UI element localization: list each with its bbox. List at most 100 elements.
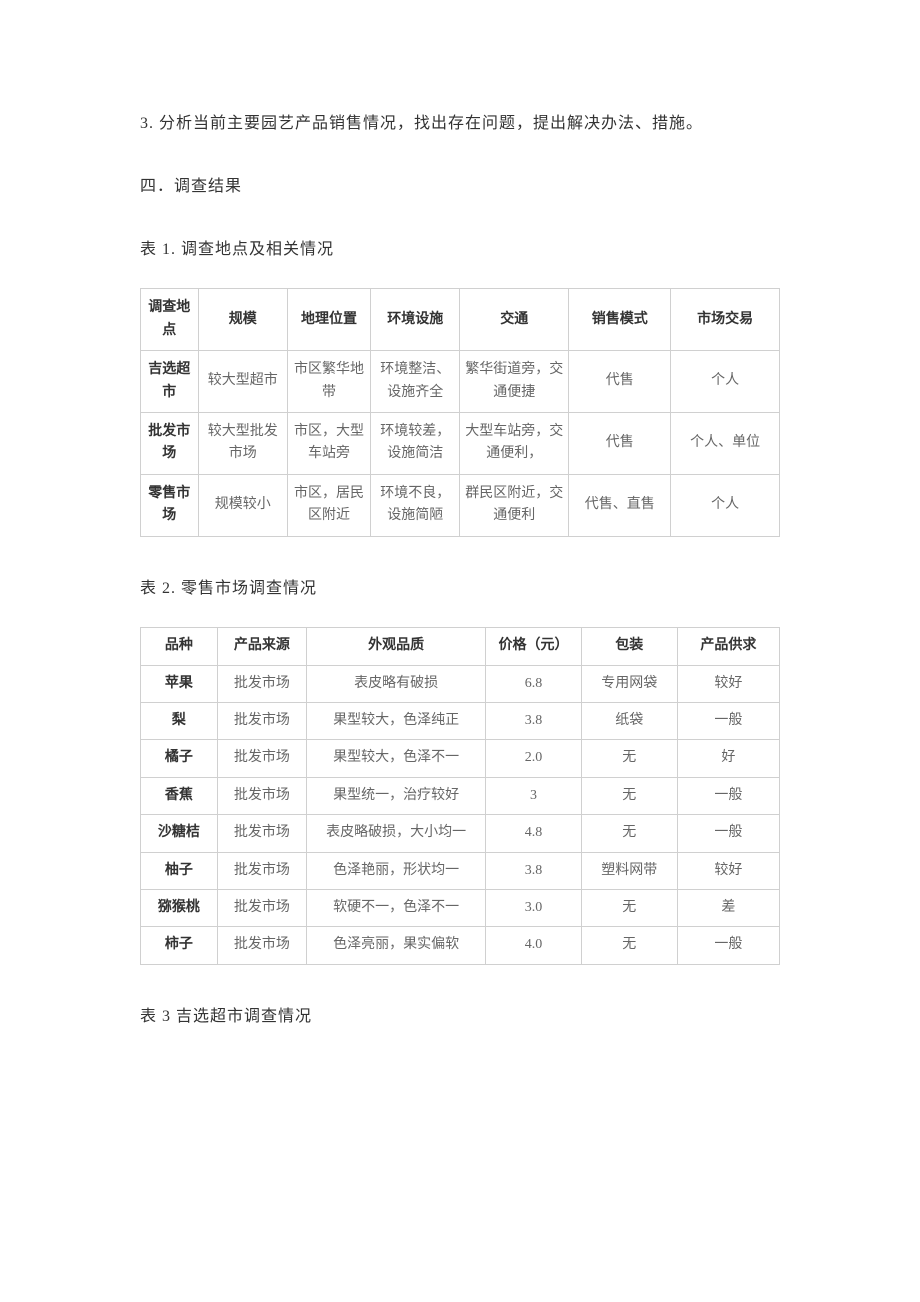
cell: 3.8 [486,852,582,889]
cell: 表皮略有破损 [307,665,486,702]
cell: 专用网袋 [581,665,677,702]
table-survey-locations: 调查地点 规模 地理位置 环境设施 交通 销售模式 市场交易 吉选超市 较大型超… [140,288,780,536]
cell-variety: 猕猴桃 [141,890,218,927]
cell-location: 零售市场 [141,474,199,536]
col-variety: 品种 [141,628,218,665]
cell: 一般 [677,703,779,740]
cell: 纸袋 [581,703,677,740]
table-header-row: 品种 产品来源 外观品质 价格（元） 包装 产品供求 [141,628,780,665]
cell: 个人、单位 [671,412,780,474]
table-row: 批发市场 较大型批发市场 市区，大型车站旁 环境较差，设施简洁 大型车站旁，交通… [141,412,780,474]
col-price: 价格（元） [486,628,582,665]
cell: 一般 [677,815,779,852]
cell: 批发市场 [217,703,306,740]
col-packaging: 包装 [581,628,677,665]
table-row: 梨 批发市场 果型较大，色泽纯正 3.8 纸袋 一般 [141,703,780,740]
col-scale: 规模 [198,289,287,351]
cell: 市区繁华地带 [287,351,370,413]
col-sales-mode: 销售模式 [569,289,671,351]
cell: 果型统一，治疗较好 [307,777,486,814]
table-row: 柚子 批发市场 色泽艳丽，形状均一 3.8 塑料网带 较好 [141,852,780,889]
cell: 批发市场 [217,777,306,814]
cell: 代售 [569,351,671,413]
table1-caption: 表 1. 调查地点及相关情况 [140,236,780,265]
cell: 繁华街道旁，交通便捷 [460,351,569,413]
cell-variety: 柚子 [141,852,218,889]
table2-caption: 表 2. 零售市场调查情况 [140,575,780,604]
col-source: 产品来源 [217,628,306,665]
cell: 果型较大，色泽纯正 [307,703,486,740]
cell: 批发市场 [217,665,306,702]
cell: 色泽艳丽，形状均一 [307,852,486,889]
table-row: 吉选超市 较大型超市 市区繁华地带 环境整洁、设施齐全 繁华街道旁，交通便捷 代… [141,351,780,413]
cell: 3 [486,777,582,814]
cell: 3.0 [486,890,582,927]
table-retail-survey: 品种 产品来源 外观品质 价格（元） 包装 产品供求 苹果 批发市场 表皮略有破… [140,627,780,965]
section-heading-4: 四．调查结果 [140,173,780,202]
cell: 批发市场 [217,927,306,964]
table-row: 苹果 批发市场 表皮略有破损 6.8 专用网袋 较好 [141,665,780,702]
col-transport: 交通 [460,289,569,351]
col-env: 环境设施 [371,289,460,351]
cell: 一般 [677,927,779,964]
cell: 无 [581,927,677,964]
cell: 群民区附近，交通便利 [460,474,569,536]
cell-variety: 梨 [141,703,218,740]
cell: 较好 [677,665,779,702]
cell: 较好 [677,852,779,889]
cell: 环境整洁、设施齐全 [371,351,460,413]
cell: 4.8 [486,815,582,852]
cell: 2.0 [486,740,582,777]
cell: 6.8 [486,665,582,702]
cell: 批发市场 [217,890,306,927]
cell: 市区，居民区附近 [287,474,370,536]
table-row: 猕猴桃 批发市场 软硬不一，色泽不一 3.0 无 差 [141,890,780,927]
cell: 差 [677,890,779,927]
cell: 代售 [569,412,671,474]
cell-location: 批发市场 [141,412,199,474]
table-row: 香蕉 批发市场 果型统一，治疗较好 3 无 一般 [141,777,780,814]
cell: 规模较小 [198,474,287,536]
cell: 好 [677,740,779,777]
cell: 表皮略破损，大小均一 [307,815,486,852]
cell: 市区，大型车站旁 [287,412,370,474]
cell: 无 [581,890,677,927]
cell-location: 吉选超市 [141,351,199,413]
table-row: 橘子 批发市场 果型较大，色泽不一 2.0 无 好 [141,740,780,777]
col-supply-demand: 产品供求 [677,628,779,665]
table-row: 柿子 批发市场 色泽亮丽，果实偏软 4.0 无 一般 [141,927,780,964]
cell: 3.8 [486,703,582,740]
cell-variety: 沙糖桔 [141,815,218,852]
cell: 软硬不一，色泽不一 [307,890,486,927]
cell: 无 [581,815,677,852]
cell-variety: 柿子 [141,927,218,964]
cell: 环境不良，设施简陋 [371,474,460,536]
col-geo: 地理位置 [287,289,370,351]
cell: 无 [581,740,677,777]
cell-variety: 香蕉 [141,777,218,814]
col-location: 调查地点 [141,289,199,351]
cell: 一般 [677,777,779,814]
table-header-row: 调查地点 规模 地理位置 环境设施 交通 销售模式 市场交易 [141,289,780,351]
table-row: 零售市场 规模较小 市区，居民区附近 环境不良，设施简陋 群民区附近，交通便利 … [141,474,780,536]
cell: 个人 [671,474,780,536]
cell: 较大型批发市场 [198,412,287,474]
col-quality: 外观品质 [307,628,486,665]
paragraph-3: 3. 分析当前主要园艺产品销售情况，找出存在问题，提出解决办法、措施。 [140,110,780,139]
cell: 塑料网带 [581,852,677,889]
cell: 4.0 [486,927,582,964]
cell: 无 [581,777,677,814]
cell: 代售、直售 [569,474,671,536]
cell: 环境较差，设施简洁 [371,412,460,474]
cell-variety: 橘子 [141,740,218,777]
cell: 果型较大，色泽不一 [307,740,486,777]
cell-variety: 苹果 [141,665,218,702]
table3-caption: 表 3 吉选超市调查情况 [140,1003,780,1032]
cell: 较大型超市 [198,351,287,413]
cell: 大型车站旁，交通便利， [460,412,569,474]
cell: 个人 [671,351,780,413]
col-market-trade: 市场交易 [671,289,780,351]
cell: 色泽亮丽，果实偏软 [307,927,486,964]
table-row: 沙糖桔 批发市场 表皮略破损，大小均一 4.8 无 一般 [141,815,780,852]
cell: 批发市场 [217,740,306,777]
